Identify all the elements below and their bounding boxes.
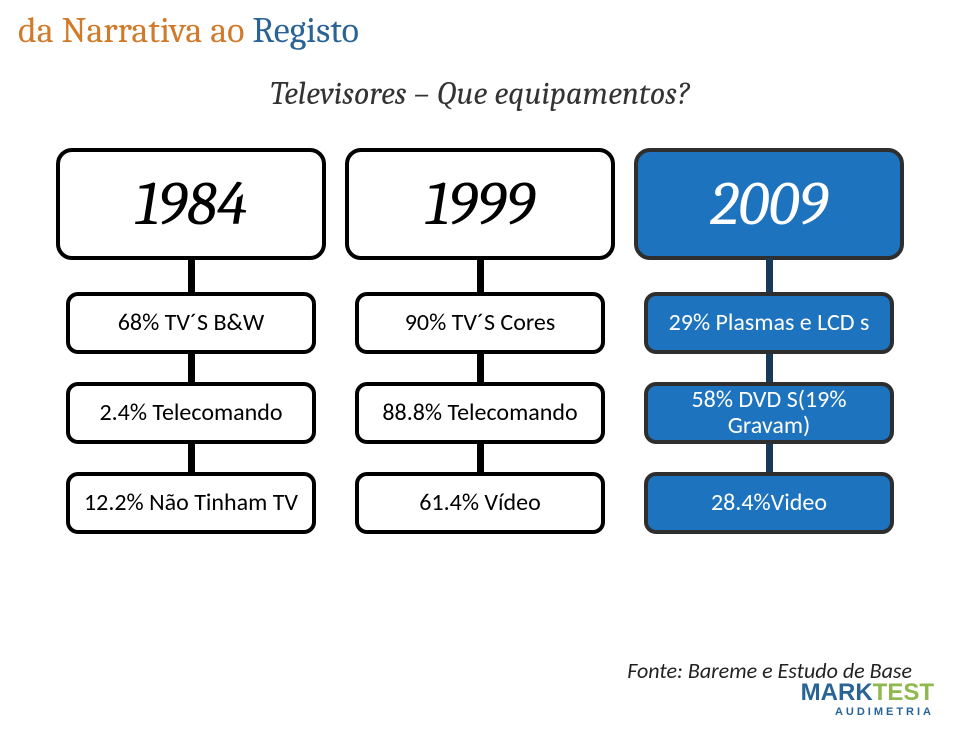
col-0: 1984 bbox=[56, 148, 326, 260]
col-1: 1999 bbox=[345, 148, 615, 260]
stat-box: 90% TV´S Cores bbox=[355, 292, 605, 354]
stat-box: 12.2% Não Tinham TV bbox=[66, 472, 316, 534]
logo-text-1: MARK bbox=[801, 679, 873, 706]
logo-subtext: AUDIMETRIA bbox=[801, 707, 934, 718]
logo-text-2: TEST bbox=[873, 679, 934, 706]
year-box: 1984 bbox=[56, 148, 326, 260]
row-stats-1: 68% TV´S B&W 90% TV´S Cores 29% Plasmas … bbox=[56, 292, 904, 354]
year-box: 2009 bbox=[634, 148, 904, 260]
source-note: Fonte: Bareme e Estudo de Base bbox=[0, 657, 912, 684]
brand-logo: MARKTEST AUDIMETRIA bbox=[801, 681, 934, 718]
row-stubs-1 bbox=[56, 258, 904, 292]
year-box: 1999 bbox=[345, 148, 615, 260]
page-title: da Narrativa ao Registo bbox=[0, 0, 960, 51]
row-stats-3: 12.2% Não Tinham TV 61.4% Vídeo 28.4%Vid… bbox=[56, 472, 904, 534]
stat-box: 68% TV´S B&W bbox=[66, 292, 316, 354]
title-part-1: da Narrativa ao bbox=[18, 10, 252, 51]
stat-box: 88.8% Telecomando bbox=[355, 382, 605, 444]
title-part-2: Registo bbox=[252, 10, 359, 51]
subtitle: Televisores – Que equipamentos? bbox=[0, 75, 960, 112]
row-stubs-2 bbox=[56, 354, 904, 382]
row-stubs-3 bbox=[56, 444, 904, 472]
stat-box: 29% Plasmas e LCD s bbox=[644, 292, 894, 354]
timeline-grid: 1984 1999 2009 68% TV´S B&W 90% TV´S Cor… bbox=[56, 148, 904, 534]
row-years: 1984 1999 2009 bbox=[56, 148, 904, 260]
row-stats-2: 2.4% Telecomando 88.8% Telecomando 58% D… bbox=[56, 382, 904, 444]
stat-box: 58% DVD S(19% Gravam) bbox=[644, 382, 894, 444]
stat-box: 2.4% Telecomando bbox=[66, 382, 316, 444]
col-2: 2009 bbox=[634, 148, 904, 260]
stat-box: 61.4% Vídeo bbox=[355, 472, 605, 534]
stat-box: 28.4%Video bbox=[644, 472, 894, 534]
